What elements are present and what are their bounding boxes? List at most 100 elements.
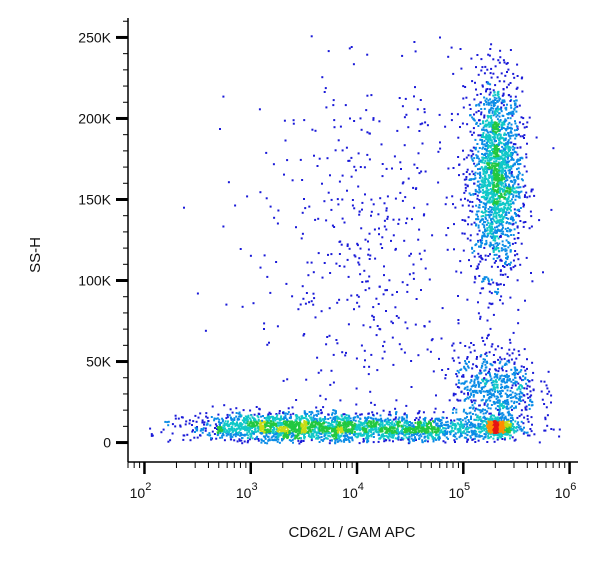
data-point [470,418,472,420]
data-point [288,439,291,442]
data-point [471,201,474,203]
data-point [505,432,508,435]
data-point [522,422,525,425]
data-point [488,368,491,371]
data-point [490,170,493,173]
data-point [505,217,508,219]
data-point [150,434,153,437]
data-point [487,134,490,137]
data-point [494,211,497,214]
data-point [502,233,504,236]
data-point [231,418,234,421]
data-point [503,380,506,383]
data-point [485,103,488,106]
data-point [391,436,394,439]
data-point [221,417,224,420]
data-point [474,277,477,280]
data-point [389,418,392,421]
data-point [510,172,513,175]
data-point [518,104,521,107]
data-point [516,209,519,212]
data-point [496,386,499,389]
data-point [199,412,202,415]
data-point [282,430,285,432]
data-point [496,376,499,379]
data-point [398,416,401,419]
data-point [336,426,339,429]
data-point [515,135,518,138]
data-point [233,427,236,430]
data-point [504,163,506,166]
data-point [481,398,484,401]
data-point [506,376,509,379]
data-point [377,440,380,443]
data-point [502,88,505,91]
data-point [250,430,253,433]
data-point [271,424,274,427]
data-point [500,163,503,166]
data-point [512,191,515,194]
data-point [530,272,532,274]
data-point [514,368,517,370]
data-point [468,395,471,398]
data-point [475,267,478,270]
data-point [235,407,238,410]
data-point [227,420,229,423]
data-point [504,179,507,182]
data-point [470,154,473,157]
data-point [325,432,328,435]
data-point [512,134,515,137]
data-point [285,423,288,426]
data-point [506,405,508,408]
data-point [485,90,487,93]
data-point [511,405,513,408]
data-point [502,431,505,434]
data-point [541,398,544,401]
data-point [506,399,509,402]
data-point [482,120,484,123]
data-point [484,258,487,261]
data-point [347,416,350,419]
data-point [493,247,496,250]
data-point [522,366,525,369]
data-point [471,80,474,83]
data-point [494,193,497,196]
data-point [383,424,386,427]
data-point [310,437,313,440]
data-point [493,220,496,223]
data-point [357,424,360,427]
data-point [477,157,480,160]
data-point [479,172,482,175]
data-point [255,424,258,427]
data-point [523,134,526,137]
data-point [492,245,495,248]
data-point [269,432,271,435]
data-point [174,417,177,420]
data-point [472,431,475,434]
data-point [248,438,251,441]
data-point [484,176,487,179]
data-point [481,378,484,381]
data-point [294,428,297,431]
data-point [226,413,229,416]
data-point [499,404,502,407]
data-point [491,199,494,202]
data-point [489,159,491,161]
data-point [490,225,493,228]
data-point [507,163,510,166]
data-point [214,423,217,426]
data-point [524,369,527,372]
data-point [489,135,492,138]
data-point [517,232,520,234]
data-point [489,98,492,101]
data-point [282,411,284,414]
data-point [393,422,396,425]
data-point [462,97,465,100]
data-point [507,418,510,421]
data-point [460,390,463,393]
data-point [496,228,499,231]
data-point [528,227,531,230]
data-point [328,442,331,445]
data-point [485,381,488,384]
data-point [492,94,495,97]
